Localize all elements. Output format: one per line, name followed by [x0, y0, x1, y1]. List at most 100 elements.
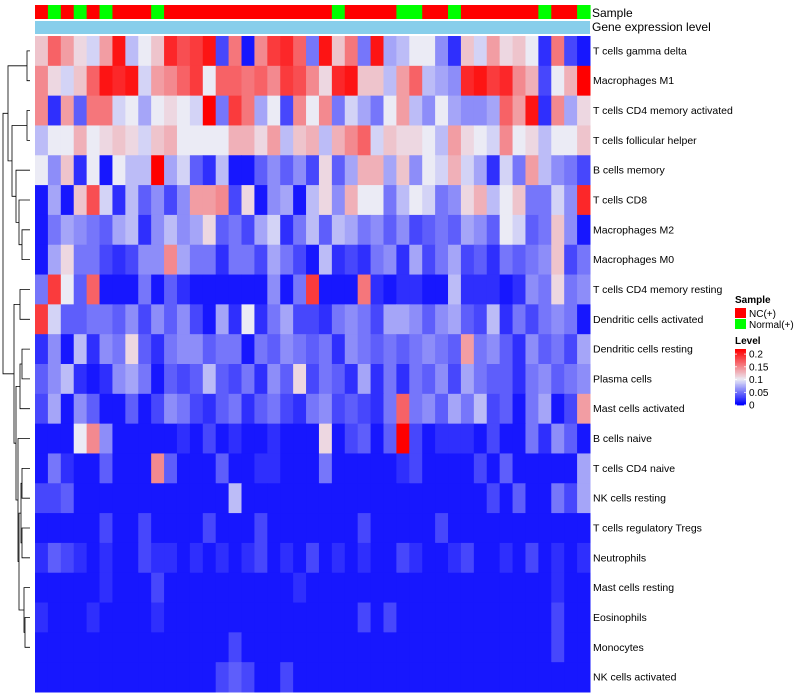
heatmap-cell [577, 334, 591, 365]
colorbar-step [735, 364, 746, 367]
heatmap-cell [99, 155, 113, 186]
heatmap-cell [499, 453, 514, 484]
dendrogram-branch [11, 125, 27, 197]
heatmap-cell [215, 453, 230, 484]
heatmap-cell [422, 125, 436, 156]
heatmap-cell [47, 483, 62, 514]
heatmap-cell [448, 542, 462, 574]
heatmap-cell [267, 95, 281, 126]
heatmap-cell [422, 274, 436, 305]
heatmap-cell [370, 36, 384, 67]
heatmap-cell [460, 304, 475, 335]
sample-annotation-cell [306, 5, 320, 19]
heatmap-cell [551, 513, 565, 544]
heatmap-cell [525, 36, 539, 67]
heatmap-cell [499, 662, 514, 693]
heatmap-cell [551, 65, 565, 97]
heatmap-cell [538, 304, 552, 335]
heatmap-cell [344, 334, 359, 365]
heatmap-cell [512, 364, 526, 395]
heatmap-cell [86, 185, 101, 216]
heatmap-cell [35, 274, 49, 305]
heatmap-cell [189, 304, 204, 335]
heatmap-cell [344, 632, 359, 663]
heatmap-cell [241, 185, 255, 216]
heatmap-cell [551, 632, 565, 663]
heatmap-cell [280, 602, 294, 633]
colorbar-step [735, 377, 746, 379]
heatmap-cell [331, 364, 346, 395]
heatmap-cell [396, 423, 410, 454]
heatmap-cell [125, 65, 139, 97]
heatmap-cell [241, 364, 255, 395]
heatmap-cell [202, 364, 217, 395]
heatmap-cell [125, 662, 139, 693]
dendrogram-branch [21, 348, 30, 380]
heatmap-cell [422, 36, 436, 67]
heatmap-cell [344, 95, 359, 126]
heatmap-cell [538, 36, 552, 67]
heatmap-cell [331, 483, 346, 514]
sample-annotation-cell [86, 5, 101, 19]
heatmap-cell [564, 513, 578, 544]
sample-annotation-cell [35, 5, 49, 19]
heatmap-cell [112, 334, 126, 365]
heatmap-cell [241, 602, 255, 633]
heatmap-cell [151, 483, 165, 514]
heatmap-cell [564, 304, 578, 335]
heatmap-cell [448, 513, 462, 544]
heatmap-cell [164, 185, 178, 216]
heatmap-cell [551, 364, 565, 395]
heatmap-cell [215, 65, 230, 97]
colorbar-step [735, 400, 746, 403]
heatmap-cell [176, 274, 191, 305]
heatmap-cell [318, 36, 333, 67]
heatmap-cell [577, 602, 591, 633]
heatmap-cell [228, 423, 243, 454]
heatmap-cell [448, 214, 462, 246]
sample-annotation-cell [215, 5, 230, 19]
heatmap-cell [331, 274, 346, 305]
heatmap-cell [60, 542, 75, 574]
dendrogram-branch [26, 50, 30, 82]
heatmap-cell [564, 95, 578, 126]
heatmap-cell [460, 542, 475, 574]
heatmap-cell [189, 423, 204, 454]
sample-annotation-cell [47, 5, 62, 19]
heatmap-cell [164, 244, 178, 276]
colorbar-step [735, 349, 746, 351]
heatmap-cell [357, 334, 372, 365]
heatmap-cell [460, 483, 475, 514]
heatmap-cell [228, 364, 243, 395]
heatmap-cell [202, 304, 217, 335]
heatmap-cell [396, 393, 410, 425]
heatmap-cell [486, 632, 501, 663]
row-label: T cells regulatory Tregs [593, 523, 702, 535]
heatmap-cell [280, 125, 294, 156]
heatmap-cell [241, 513, 255, 544]
heatmap-cell [486, 274, 501, 305]
heatmap-cell [47, 274, 62, 305]
heatmap-cell [35, 214, 49, 246]
heatmap-cell [577, 36, 591, 67]
row-label: T cells CD4 memory activated [593, 105, 733, 117]
heatmap-cell [254, 36, 268, 67]
heatmap-cell [267, 393, 281, 425]
heatmap-cell [215, 423, 230, 454]
heatmap-cell [525, 602, 539, 633]
heatmap-cell [47, 513, 62, 544]
heatmap-cell [125, 364, 139, 395]
heatmap-cell [86, 155, 101, 186]
heatmap-cell [318, 334, 333, 365]
heatmap-cell [202, 632, 217, 663]
heatmap-cell [73, 542, 88, 574]
heatmap-cell [112, 602, 126, 633]
heatmap-cell [254, 572, 268, 604]
heatmap-cell [577, 542, 591, 574]
heatmap-cell [435, 185, 449, 216]
heatmap-cell [564, 125, 578, 156]
heatmap-cell [499, 334, 514, 365]
heatmap-cell [448, 662, 462, 693]
heatmap-cell [151, 155, 165, 186]
heatmap-cell [86, 393, 101, 425]
